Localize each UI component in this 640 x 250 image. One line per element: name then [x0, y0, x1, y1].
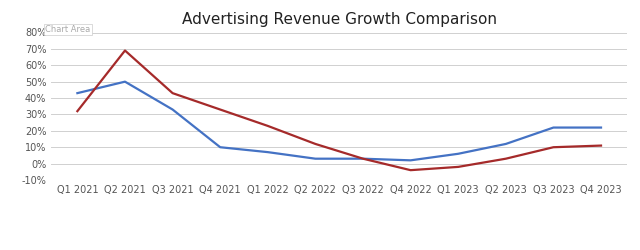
Line: Alphabet Advertising Revenue Growth: Alphabet Advertising Revenue Growth [77, 50, 601, 170]
Meta Advertising Revenue Growth (Constant Currency) [121, 80, 129, 83]
Alphabet Advertising Revenue Growth [502, 157, 509, 160]
Title: Advertising Revenue Growth Comparison: Advertising Revenue Growth Comparison [182, 12, 497, 27]
Alphabet Advertising Revenue Growth [264, 124, 271, 128]
Meta Advertising Revenue Growth (Constant Currency) [597, 126, 605, 129]
Meta Advertising Revenue Growth (Constant Currency) [407, 159, 415, 162]
Meta Advertising Revenue Growth (Constant Currency) [74, 92, 81, 95]
Meta Advertising Revenue Growth (Constant Currency) [216, 146, 224, 149]
Alphabet Advertising Revenue Growth [216, 108, 224, 111]
Alphabet Advertising Revenue Growth [407, 169, 415, 172]
Line: Meta Advertising Revenue Growth (Constant Currency): Meta Advertising Revenue Growth (Constan… [77, 82, 601, 160]
Alphabet Advertising Revenue Growth [454, 166, 462, 168]
Alphabet Advertising Revenue Growth [312, 142, 319, 146]
Meta Advertising Revenue Growth (Constant Currency) [502, 142, 509, 146]
Meta Advertising Revenue Growth (Constant Currency) [359, 157, 367, 160]
Alphabet Advertising Revenue Growth [121, 49, 129, 52]
Alphabet Advertising Revenue Growth [550, 146, 557, 149]
Text: Chart Area: Chart Area [45, 25, 91, 34]
Meta Advertising Revenue Growth (Constant Currency) [454, 152, 462, 155]
Meta Advertising Revenue Growth (Constant Currency) [264, 151, 271, 154]
Meta Advertising Revenue Growth (Constant Currency) [550, 126, 557, 129]
Alphabet Advertising Revenue Growth [74, 110, 81, 113]
Alphabet Advertising Revenue Growth [169, 92, 177, 95]
Alphabet Advertising Revenue Growth [597, 144, 605, 147]
Meta Advertising Revenue Growth (Constant Currency) [312, 157, 319, 160]
Alphabet Advertising Revenue Growth [359, 157, 367, 160]
Meta Advertising Revenue Growth (Constant Currency) [169, 108, 177, 111]
